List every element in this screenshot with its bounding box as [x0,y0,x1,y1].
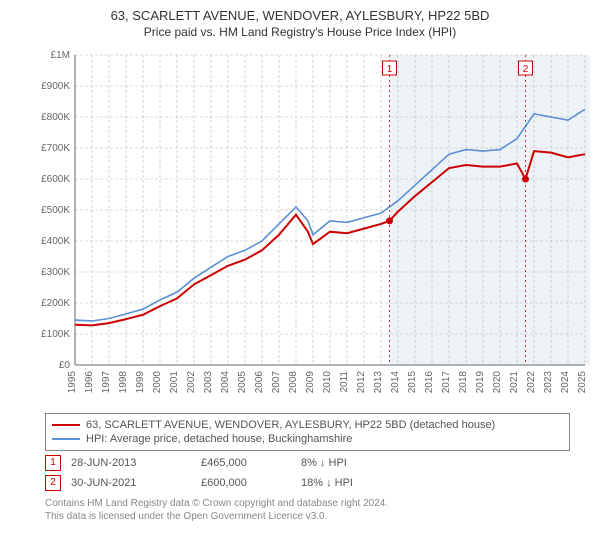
sale-row: 1 28-JUN-2013 £465,000 8% ↓ HPI [45,455,570,471]
sale-price: £600,000 [201,477,291,489]
svg-text:2006: 2006 [254,370,265,393]
svg-text:1997: 1997 [101,370,112,393]
sale-marker-box: 1 [45,455,61,471]
chart-svg: £0 £100K £200K £300K £400K £500K £600K £700K £80… [30,45,590,405]
svg-text:£0: £0 [59,360,71,371]
svg-text:£1M: £1M [51,50,70,61]
svg-text:£300K: £300K [41,267,70,278]
svg-text:2007: 2007 [271,370,282,393]
legend-label-hpi: HPI: Average price, detached house, Buck… [86,433,352,445]
chart-plot: £0 £100K £200K £300K £400K £500K £600K £700K £80… [30,45,590,405]
svg-text:£100K: £100K [41,329,70,340]
svg-text:£900K: £900K [41,81,70,92]
svg-text:1: 1 [387,64,393,75]
svg-text:2002: 2002 [186,370,197,393]
svg-text:£700K: £700K [41,143,70,154]
svg-text:2025: 2025 [577,370,588,393]
footer-line1: Contains HM Land Registry data © Crown c… [45,497,570,510]
svg-text:1998: 1998 [118,370,129,393]
chart-subtitle: Price paid vs. HM Land Registry's House … [0,25,600,45]
svg-text:2010: 2010 [322,370,333,393]
svg-text:£500K: £500K [41,205,70,216]
svg-text:2013: 2013 [373,370,384,393]
sale-delta: 18% ↓ HPI [301,477,411,489]
legend-label-property: 63, SCARLETT AVENUE, WENDOVER, AYLESBURY… [86,419,495,431]
svg-text:£200K: £200K [41,298,70,309]
sale-date: 30-JUN-2021 [71,477,191,489]
footer-line2: This data is licensed under the Open Gov… [45,510,570,523]
svg-text:2018: 2018 [458,370,469,393]
svg-text:2004: 2004 [220,370,231,393]
svg-text:2016: 2016 [424,370,435,393]
svg-text:2014: 2014 [390,370,401,393]
svg-text:2: 2 [523,64,529,75]
svg-text:2017: 2017 [441,370,452,393]
svg-text:1995: 1995 [67,370,78,393]
svg-text:2005: 2005 [237,370,248,393]
svg-text:2003: 2003 [203,370,214,393]
svg-text:2012: 2012 [356,370,367,393]
svg-text:2000: 2000 [152,370,163,393]
svg-text:2022: 2022 [526,370,537,393]
svg-text:2011: 2011 [339,370,350,392]
svg-text:£400K: £400K [41,236,70,247]
svg-text:2023: 2023 [543,370,554,393]
legend-row-hpi: HPI: Average price, detached house, Buck… [52,432,563,446]
svg-text:2009: 2009 [305,370,316,393]
svg-text:2019: 2019 [475,370,486,393]
sale-marker-box: 2 [45,475,61,491]
svg-text:1999: 1999 [135,370,146,393]
svg-text:£800K: £800K [41,112,70,123]
sale-price: £465,000 [201,457,291,469]
svg-text:2020: 2020 [492,370,503,393]
footer: Contains HM Land Registry data © Crown c… [45,497,570,523]
svg-text:2001: 2001 [169,370,180,393]
chart-title: 63, SCARLETT AVENUE, WENDOVER, AYLESBURY… [0,0,600,25]
svg-text:1996: 1996 [84,370,95,393]
svg-text:£600K: £600K [41,174,70,185]
legend-swatch-property [52,424,80,426]
sales-table: 1 28-JUN-2013 £465,000 8% ↓ HPI 2 30-JUN-2021… [0,455,600,491]
svg-text:2021: 2021 [509,370,520,393]
svg-text:2024: 2024 [560,370,571,393]
legend: 63, SCARLETT AVENUE, WENDOVER, AYLESBURY… [45,413,570,451]
svg-text:2015: 2015 [407,370,418,393]
sale-row: 2 30-JUN-2021 £600,000 18% ↓ HPI [45,475,570,491]
sale-date: 28-JUN-2013 [71,457,191,469]
chart-container: 63, SCARLETT AVENUE, WENDOVER, AYLESBURY… [0,0,600,560]
legend-row-property: 63, SCARLETT AVENUE, WENDOVER, AYLESBURY… [52,418,563,432]
svg-text:2008: 2008 [288,370,299,393]
legend-swatch-hpi [52,438,80,440]
sale-delta: 8% ↓ HPI [301,457,411,469]
